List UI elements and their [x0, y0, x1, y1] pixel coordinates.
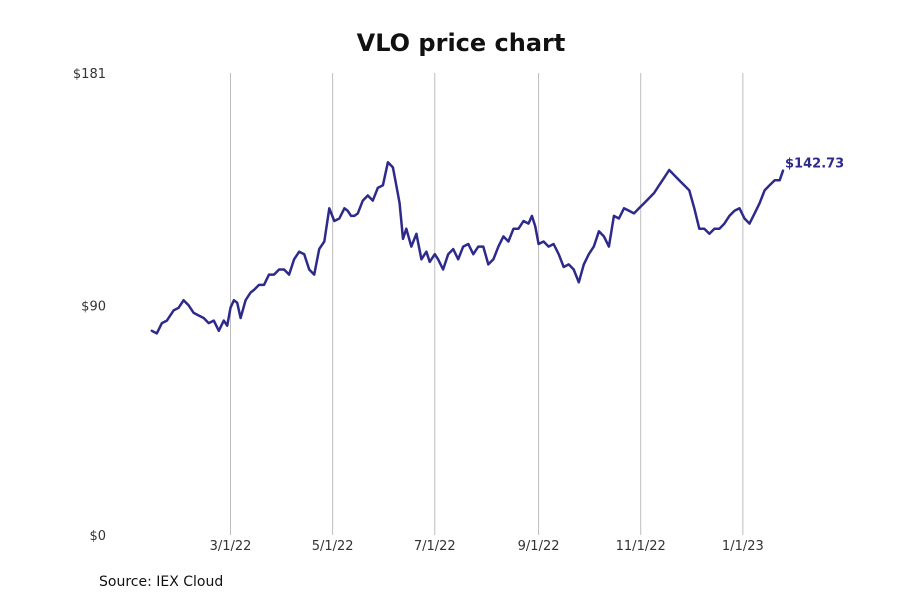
x-tick-label: 5/1/22: [312, 539, 354, 554]
x-axis-ticks: 3/1/22 5/1/22 7/1/22 9/1/22 11/1/22 1/1/23: [210, 539, 764, 554]
last-price-label: $142.73: [785, 157, 844, 172]
x-tick-label: 3/1/22: [210, 539, 252, 554]
source-note: Source: IEX Cloud: [99, 574, 224, 590]
y-tick-label: $90: [81, 299, 106, 314]
y-axis-ticks: $0 $90 $181: [73, 67, 106, 544]
x-tick-label: 9/1/22: [518, 539, 560, 554]
x-tick-label: 1/1/23: [722, 539, 764, 554]
chart-title: VLO price chart: [357, 29, 566, 57]
x-tick-label: 7/1/22: [414, 539, 456, 554]
y-tick-label: $181: [73, 67, 106, 82]
vertical-gridlines: [230, 73, 744, 535]
x-tick-label: 11/1/22: [616, 539, 666, 554]
y-tick-label: $0: [89, 529, 106, 544]
price-line: [150, 161, 785, 335]
